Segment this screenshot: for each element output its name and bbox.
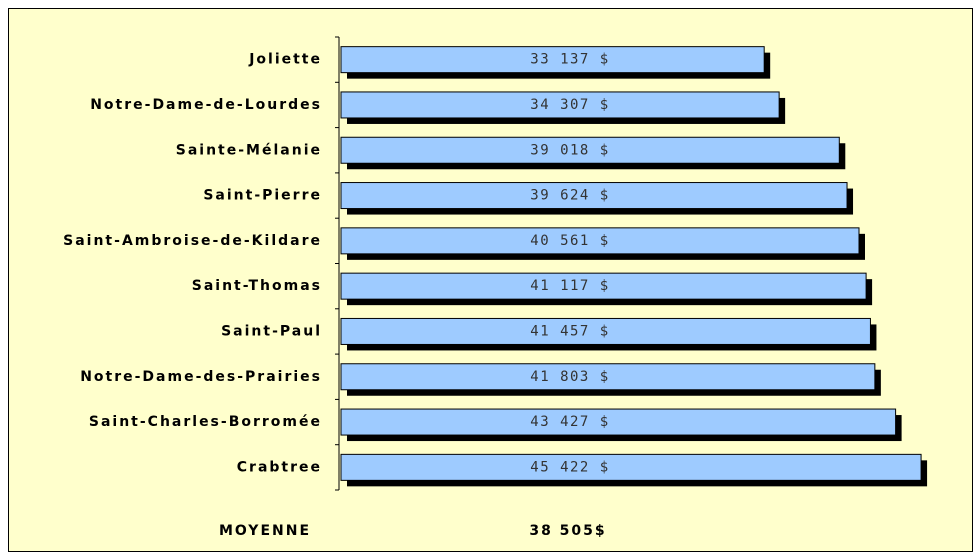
bar: [340, 272, 867, 300]
value-label: 39 018 $: [530, 142, 609, 158]
value-label: 39 624 $: [530, 188, 609, 204]
bar: [340, 363, 876, 391]
bar: [340, 453, 922, 481]
average-value: 38 505$: [529, 523, 606, 539]
value-label: 43 427 $: [530, 414, 609, 430]
value-label: 40 561 $: [530, 233, 609, 249]
bar: [340, 182, 848, 210]
category-label: Sainte-Mélanie: [176, 142, 322, 158]
bar: [340, 46, 765, 74]
bar: [340, 227, 860, 255]
category-label: Notre-Dame-de-Lourdes: [90, 97, 322, 113]
bar: [340, 136, 840, 164]
category-label: Saint-Paul: [221, 323, 322, 339]
bar: [340, 317, 871, 345]
bar: [340, 408, 897, 436]
value-label: 45 422 $: [530, 459, 609, 475]
average-label: MOYENNE: [219, 523, 311, 539]
value-label: 33 137 $: [530, 52, 609, 68]
category-label: Saint-Pierre: [203, 188, 322, 204]
value-label: 41 803 $: [530, 369, 609, 385]
category-label: Saint-Ambroise-de-Kildare: [63, 233, 322, 249]
category-label: Crabtree: [237, 459, 322, 475]
value-label: 41 117 $: [530, 278, 609, 294]
value-label: 34 307 $: [530, 97, 609, 113]
category-label: Joliette: [248, 52, 322, 68]
category-label: Notre-Dame-des-Prairies: [80, 369, 322, 385]
category-label: Saint-Thomas: [192, 278, 322, 294]
value-label: 41 457 $: [530, 323, 609, 339]
category-label: Saint-Charles-Borromée: [89, 414, 322, 430]
bar: [340, 91, 780, 119]
